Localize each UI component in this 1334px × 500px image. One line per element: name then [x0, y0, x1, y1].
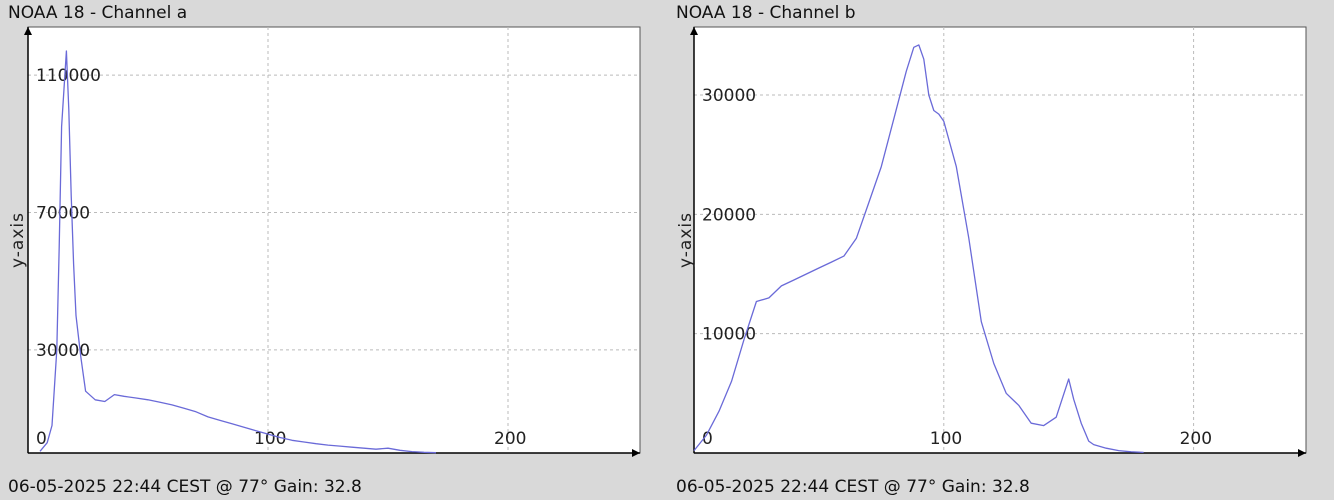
x-axis-arrow: [1298, 449, 1306, 457]
chart-a-title: NOAA 18 - Channel a: [8, 3, 188, 23]
y-tick-label: 20000: [702, 205, 756, 225]
y-tick-label: 30000: [702, 86, 756, 106]
y-tick-label: 110000: [36, 66, 101, 86]
chart-a: 0 100 200 30000 70000 110000 y-axis: [8, 26, 641, 457]
y-tick-label: 70000: [36, 204, 90, 224]
chart-b: 0 100 200 10000 20000 30000 y-axis: [676, 26, 1307, 457]
y-axis-arrow: [24, 27, 32, 35]
series-line: [693, 44, 1144, 454]
x-tick-label: 100: [930, 429, 962, 449]
chart-a-footer: 06-05-2025 22:44 CEST @ 77° Gain: 32.8: [8, 477, 362, 497]
x-axis-arrow: [632, 449, 640, 457]
x-tick-label: 100: [254, 429, 286, 449]
plot-area: [27, 26, 641, 454]
y-tick-label: 10000: [702, 325, 756, 345]
x-tick-label: 0: [36, 429, 47, 449]
x-tick-label: 200: [494, 429, 526, 449]
x-tick-label: 0: [702, 429, 713, 449]
chart-b-footer: 06-05-2025 22:44 CEST @ 77° Gain: 32.8: [676, 477, 1030, 497]
y-tick-label: 30000: [36, 341, 90, 361]
x-tick-label: 200: [1180, 429, 1212, 449]
y-axis-arrow: [690, 27, 698, 35]
chart-b-title: NOAA 18 - Channel b: [676, 3, 856, 23]
plot-area: [693, 26, 1307, 454]
series-line: [39, 50, 437, 454]
y-axis-label: y-axis: [676, 212, 696, 268]
y-axis-label: y-axis: [8, 212, 28, 268]
